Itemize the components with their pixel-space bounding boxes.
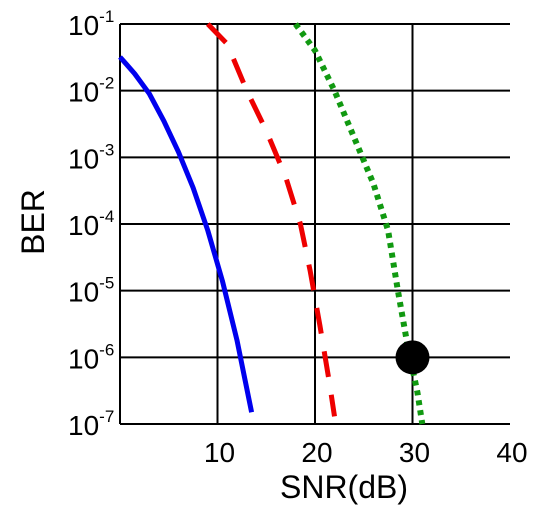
x-tick-label: 20 xyxy=(301,437,332,468)
x-tick-label: 40 xyxy=(496,437,527,468)
series-line-solid xyxy=(118,55,255,413)
y-tick-label: 10-3 xyxy=(68,140,114,174)
series-lines xyxy=(118,22,426,425)
y-tick-label: 10-2 xyxy=(68,74,114,108)
y-tick-labels: 10-1 10-2 10-3 10-4 10-5 10-6 10-7 xyxy=(68,7,114,441)
y-axis-label: BER xyxy=(15,189,51,255)
grid-lines xyxy=(120,23,510,425)
series-line-dashed xyxy=(206,22,337,417)
x-tick-label: 10 xyxy=(204,437,235,468)
series-line-dotted xyxy=(293,22,426,425)
x-tick-labels: 10 20 30 40 xyxy=(204,437,528,468)
markers xyxy=(395,340,430,375)
y-tick-label: 10-5 xyxy=(68,274,114,308)
operating-point-marker xyxy=(395,340,430,375)
x-axis-label: SNR(dB) xyxy=(280,469,408,505)
y-tick-label: 10-4 xyxy=(68,207,114,241)
y-tick-label: 10-6 xyxy=(68,340,114,374)
x-tick-label: 30 xyxy=(399,437,430,468)
y-tick-label: 10-1 xyxy=(68,7,114,41)
y-tick-label: 10-7 xyxy=(68,407,114,441)
